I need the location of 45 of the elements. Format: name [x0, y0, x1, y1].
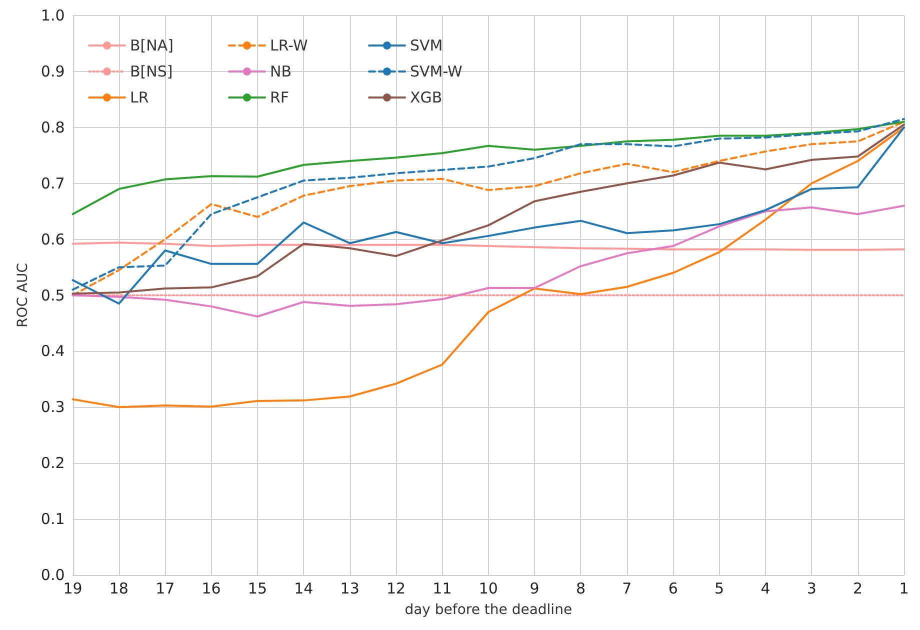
y-axis-title: ROC AUC: [15, 262, 31, 328]
x-tick-label: 19: [63, 580, 82, 598]
y-tick-label: 0.3: [40, 398, 65, 416]
x-tick-label: 2: [853, 580, 863, 598]
x-tick-label: 4: [760, 580, 770, 598]
x-tick-label: 16: [202, 580, 221, 598]
x-tick-label: 6: [668, 580, 678, 598]
legend-label: B[NA]: [130, 36, 174, 54]
x-axis-title: day before the deadline: [404, 602, 572, 618]
y-tick-label: 0.4: [40, 342, 65, 360]
legend-label: NB: [270, 62, 292, 80]
x-tick-label: 10: [478, 580, 498, 598]
x-tick-label: 15: [248, 580, 268, 598]
y-tick-label: 0.1: [40, 510, 65, 528]
y-tick-label: 0.2: [40, 454, 65, 472]
y-tick-label: 1.0: [40, 6, 65, 24]
x-tick-label: 9: [530, 580, 540, 598]
x-tick-label: 1: [899, 580, 909, 598]
legend-label: SVM: [410, 36, 443, 54]
x-tick-label: 3: [806, 580, 816, 598]
x-tick-label: 14: [294, 580, 314, 598]
x-tick-label: 12: [386, 580, 406, 598]
x-tick-label: 18: [109, 580, 128, 598]
legend-label: LR: [130, 88, 149, 106]
legend-label: RF: [270, 88, 290, 106]
x-tick-label: 13: [340, 580, 360, 598]
line-series: [72, 126, 905, 408]
legend-label: LR-W: [270, 36, 308, 54]
y-tick-label: 0.6: [40, 230, 65, 248]
x-tick-label: 11: [432, 580, 452, 598]
x-tick-label: 5: [714, 580, 724, 598]
x-tick-label: 7: [622, 580, 632, 598]
x-tick-label: 17: [156, 580, 175, 598]
line-series: [72, 204, 905, 318]
y-tick-label: 0.8: [40, 118, 65, 136]
legend-label: SVM-W: [410, 62, 463, 80]
y-tick-label: 0.9: [40, 62, 65, 80]
line-series: [72, 242, 905, 251]
y-tick-label: 0.0: [40, 566, 65, 584]
line-series: [72, 120, 905, 216]
y-tick-label: 0.5: [40, 286, 65, 304]
legend-label: B[NS]: [130, 62, 173, 80]
y-tick-label: 0.7: [40, 174, 65, 192]
legend-label: XGB: [410, 88, 442, 106]
x-tick-label: 8: [576, 580, 586, 598]
